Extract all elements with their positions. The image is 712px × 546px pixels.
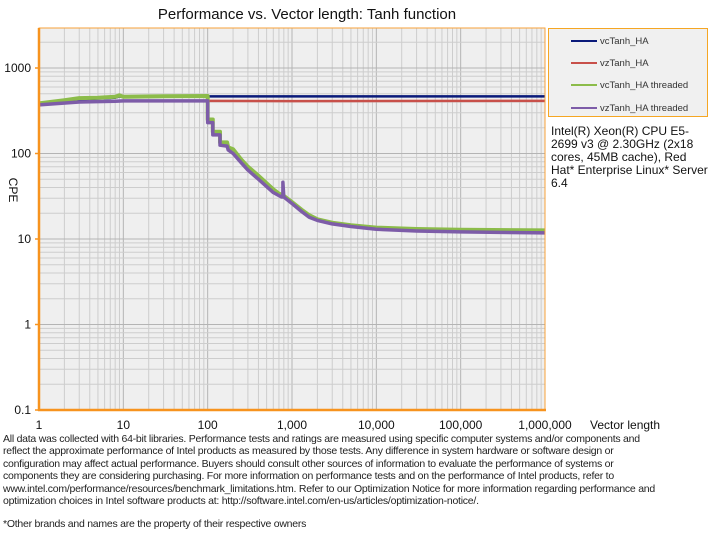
system-info: Intel(R) Xeon(R) CPU E5-2699 v3 @ 2.30GH…: [551, 124, 708, 190]
legend: vcTanh_HA vzTanh_HA vcTanh_HA threaded v…: [548, 28, 708, 117]
x-tick-label: 1,000: [277, 418, 307, 432]
x-tick-label: 100,000: [439, 418, 483, 432]
y-tick-label: 1: [24, 318, 31, 332]
legend-swatch: [571, 40, 597, 42]
legend-label: vzTanh_HA threaded: [600, 102, 689, 114]
legend-label: vcTanh_HA: [600, 35, 649, 47]
x-tick-label: 100: [198, 418, 218, 432]
series-group: [38, 93, 546, 235]
legend-label: vcTanh_HA threaded: [600, 79, 689, 91]
disclaimer-line: optimization choices in Intel software p…: [3, 495, 479, 508]
legend-swatch: [571, 84, 597, 86]
legend-item: vcTanh_HA: [571, 34, 649, 48]
y-tick-label: 0.1: [14, 403, 31, 417]
legend-item: vzTanh_HA threaded: [571, 101, 688, 115]
disclaimer-line: configuration may affect actual performa…: [3, 457, 614, 470]
y-tick-label: 10: [18, 232, 32, 246]
x-tick-label: 1,000,000: [518, 418, 572, 432]
legend-swatch: [571, 62, 597, 64]
y-tick-label: 1000: [4, 61, 31, 75]
x-axis-label: Vector length: [590, 418, 660, 432]
disclaimer-line: reflect the approximate performance of I…: [3, 445, 614, 458]
y-axis-label: CPE: [6, 178, 20, 203]
y-tick-label: 100: [11, 147, 31, 161]
disclaimer-line: www.intel.com/performance/resources/benc…: [3, 482, 655, 495]
tick-labels: 1 10 100 1,000 10,000 100,000 1,000,000 0.1 1 10 1…: [4, 61, 572, 432]
x-tick-label: 10: [117, 418, 131, 432]
legend-swatch: [571, 107, 597, 109]
legend-label: vzTanh_HA: [600, 57, 649, 69]
disclaimer: All data was collected with 64-bit libra…: [3, 433, 655, 507]
chart-title: Performance vs. Vector length: Tanh func…: [158, 6, 456, 23]
x-tick-label: 1: [36, 418, 43, 432]
x-tick-label: 10,000: [358, 418, 395, 432]
grid: [38, 28, 545, 411]
legend-item: vzTanh_HA: [571, 56, 649, 70]
disclaimer-line: components they are considering purchasi…: [3, 470, 614, 483]
legend-item: vcTanh_HA threaded: [571, 78, 688, 92]
disclaimer-line: All data was collected with 64-bit libra…: [3, 433, 640, 445]
trademark-note: *Other brands and names are the property…: [3, 518, 307, 530]
series-line-vztanh-ha-threaded: [38, 99, 546, 235]
